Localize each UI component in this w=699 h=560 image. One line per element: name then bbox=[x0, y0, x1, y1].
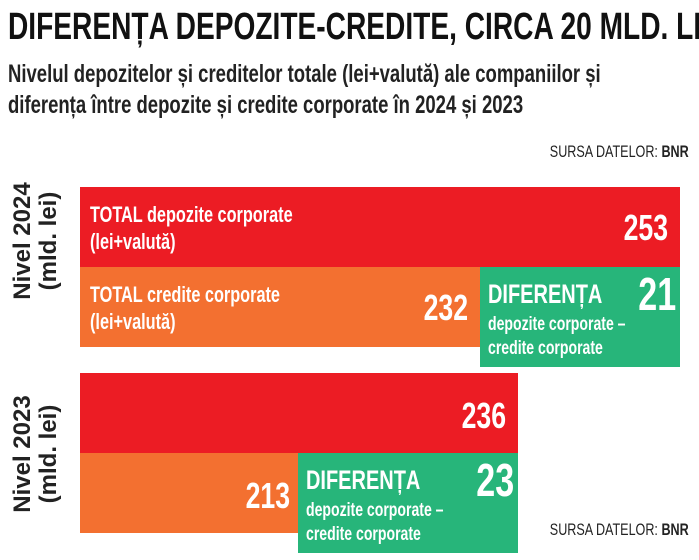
value-credits-2023: 213 bbox=[245, 475, 290, 516]
chart-subtitle-line1: Nivelul depozitelor și creditelor totale… bbox=[8, 60, 601, 88]
value-deposits-2024: 253 bbox=[623, 207, 668, 248]
deposits-label: TOTAL depozite corporate (lei+valută) bbox=[90, 202, 293, 254]
bar-credits-2023: 213 bbox=[80, 453, 298, 533]
bar-difference-2023: DIFERENȚA depozite corporate – credite co… bbox=[298, 453, 518, 553]
source-bottom: SURSA DATELOR: BNR bbox=[550, 520, 689, 539]
group-label-2024: Nivel 2024 (mld. lei) bbox=[9, 182, 62, 300]
bar-deposits-2024: TOTAL depozite corporate (lei+valută) 253 bbox=[80, 187, 680, 267]
bar-difference-2024: DIFERENȚA depozite corporate – credite co… bbox=[480, 267, 680, 367]
credits-label: TOTAL credite corporate (lei+valută) bbox=[90, 282, 280, 334]
difference-title: DIFERENȚA bbox=[306, 465, 421, 495]
chart-subtitle-line2: diferența între depozite și credite corp… bbox=[8, 91, 524, 119]
difference-desc: depozite corporate – credite corporate bbox=[488, 314, 626, 359]
source-top: SURSA DATELOR: BNR bbox=[550, 142, 689, 161]
bar-deposits-2023: 236 bbox=[80, 373, 518, 453]
group-label-2023: Nivel 2023 (mld. lei) bbox=[9, 395, 62, 513]
chart-title: DIFERENȚA DEPOZITE-CREDITE, CIRCA 20 MLD… bbox=[8, 6, 699, 48]
difference-title: DIFERENȚA bbox=[488, 279, 603, 309]
difference-desc: depozite corporate – credite corporate bbox=[306, 500, 444, 545]
value-credits-2024: 232 bbox=[423, 287, 468, 328]
value-difference-2023: 23 bbox=[476, 454, 514, 506]
bar-credits-2024: TOTAL credite corporate (lei+valută) 232 bbox=[80, 267, 480, 347]
value-difference-2024: 21 bbox=[638, 268, 676, 320]
value-deposits-2023: 236 bbox=[461, 395, 506, 436]
